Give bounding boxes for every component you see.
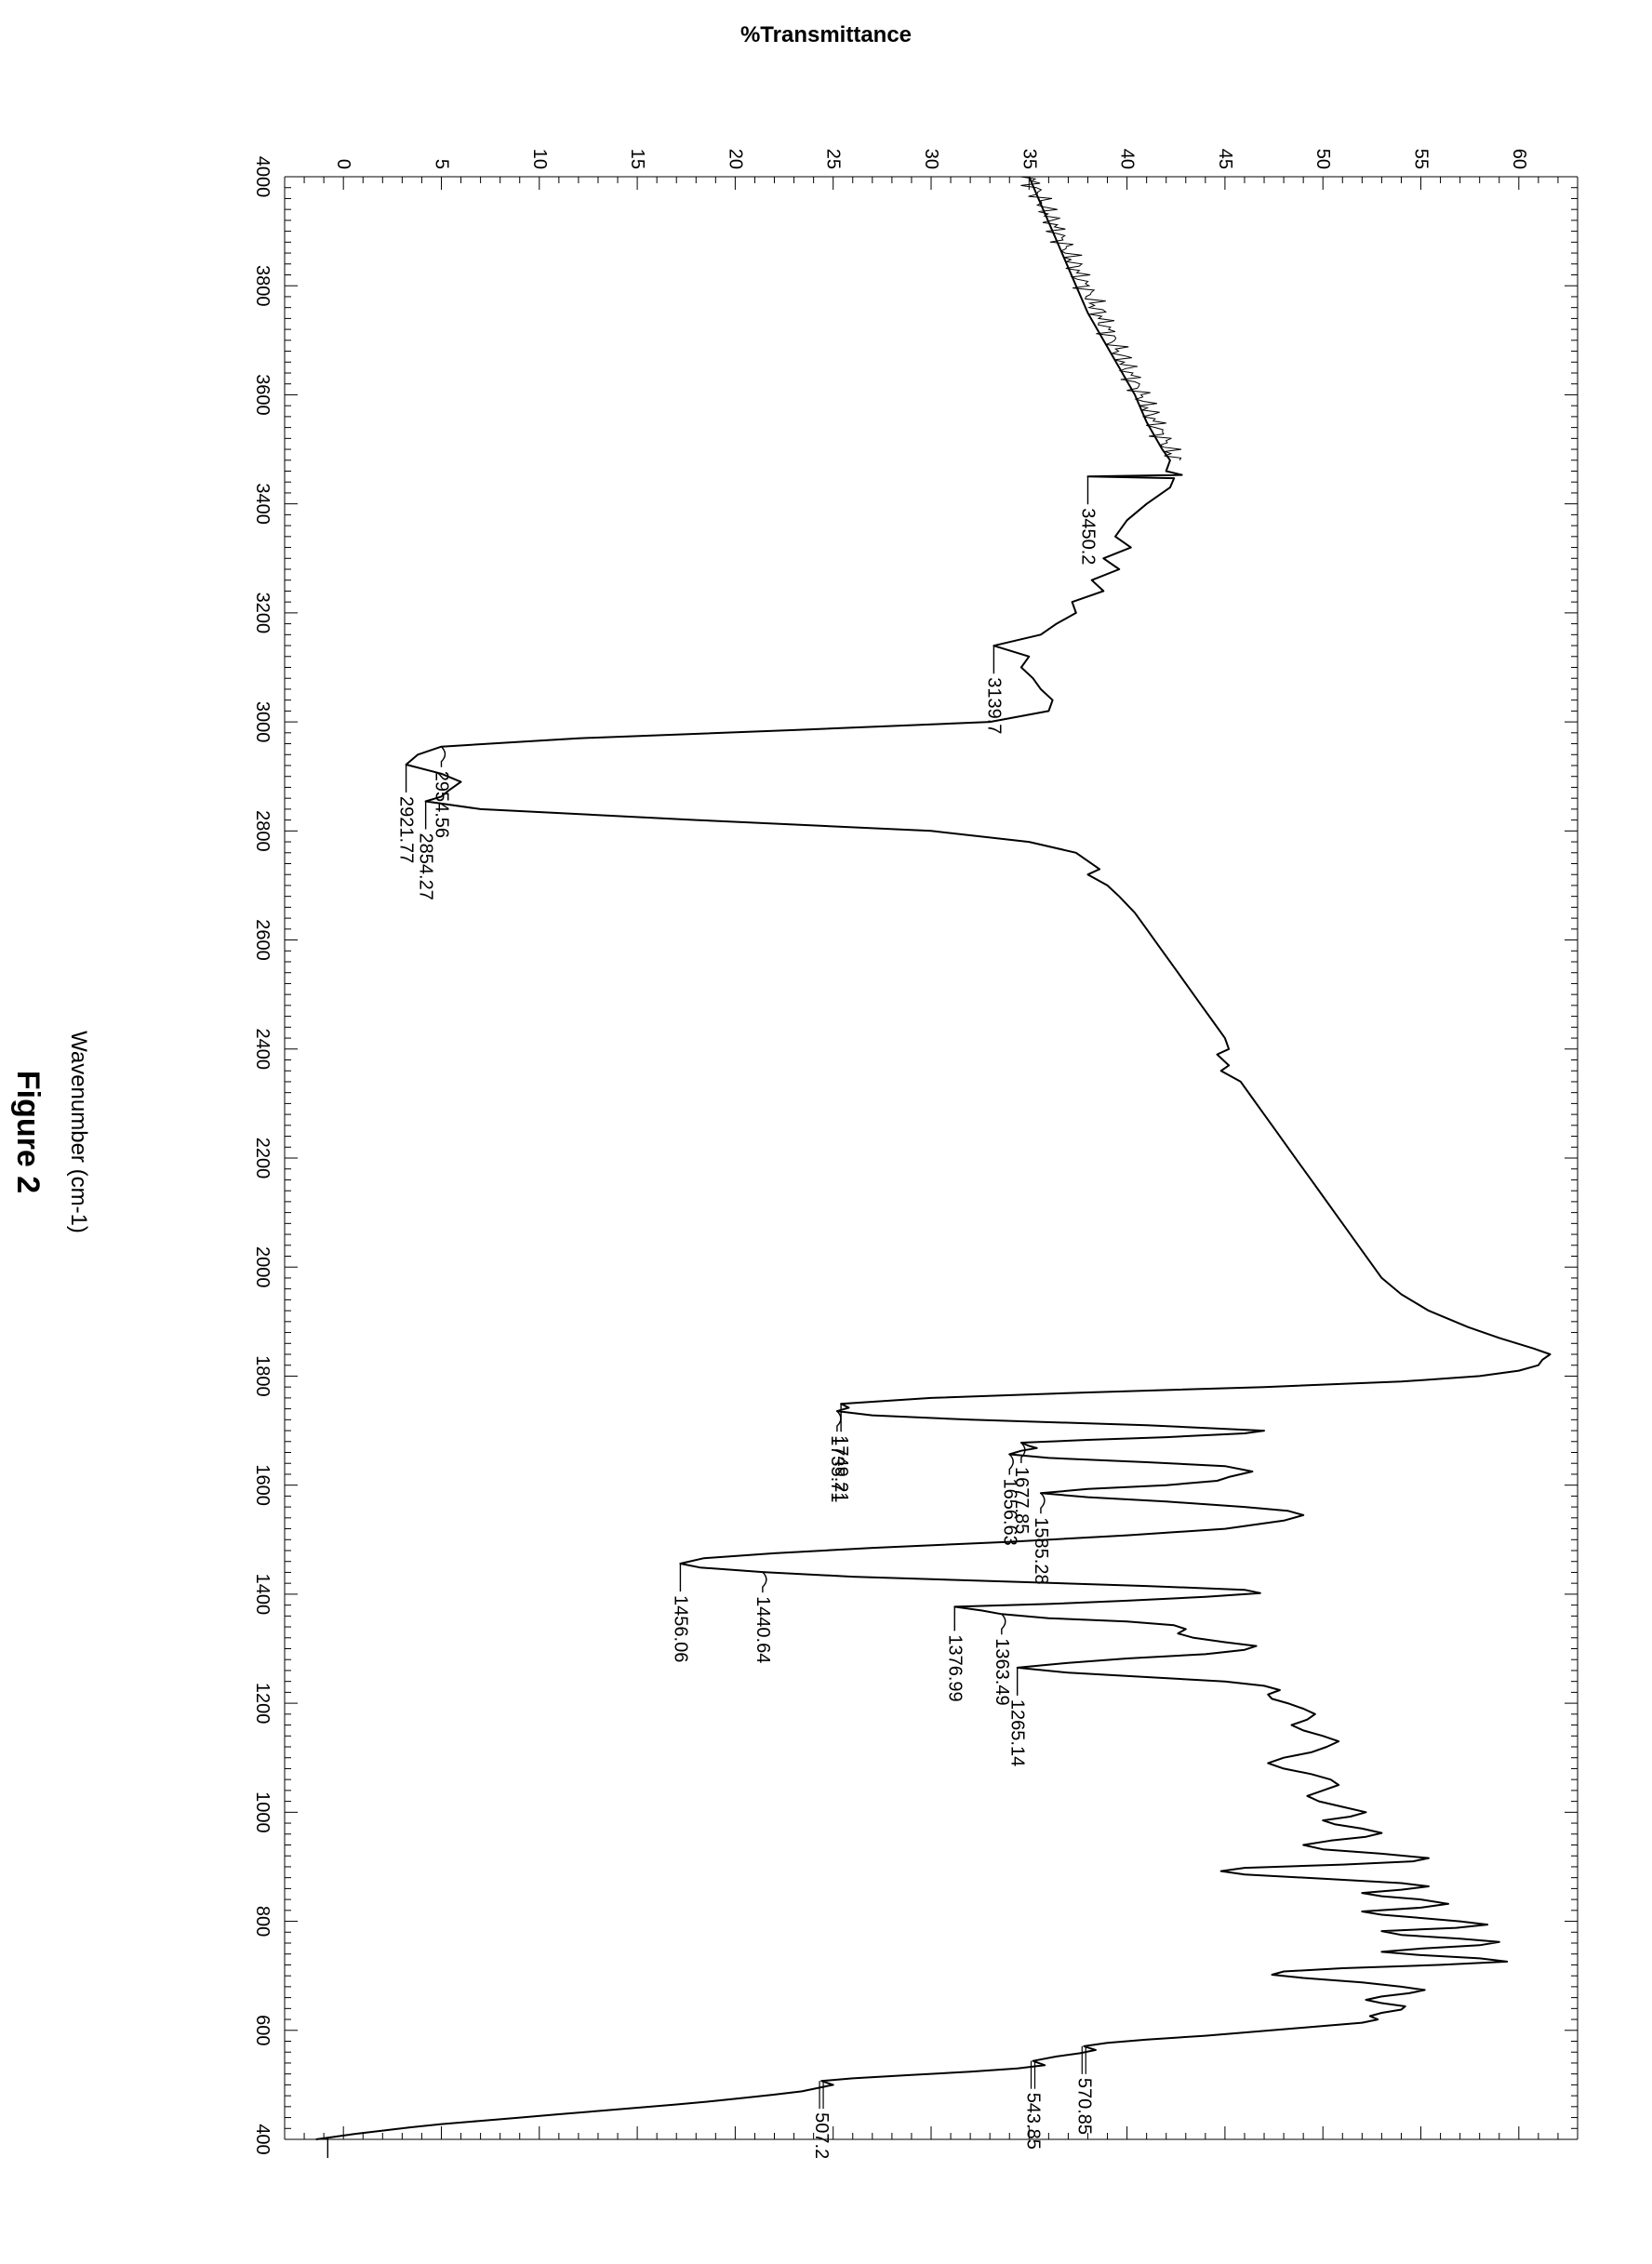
x-tick-label: 2600 [252, 919, 273, 961]
spectrum-trace [316, 177, 1551, 2139]
x-tick-label: 2200 [252, 1138, 273, 1179]
y-tick-label: 0 [333, 159, 353, 169]
x-tick-label: 800 [252, 1906, 273, 1937]
x-tick-label: 1200 [252, 1683, 273, 1725]
peak-label: 2921.77 [396, 796, 417, 863]
y-tick-label: 30 [921, 149, 941, 169]
y-tick-label: 25 [823, 149, 844, 169]
x-tick-label: 1800 [252, 1355, 273, 1397]
x-tick-label: 2800 [252, 810, 273, 852]
peak-label: 3450.2 [1077, 508, 1098, 565]
x-tick-label: 4000 [252, 156, 273, 198]
peak-label: 1376.99 [944, 1634, 965, 1701]
peak-label: 570.85 [1073, 2078, 1094, 2135]
peak-label: 1440.64 [753, 1596, 773, 1663]
x-tick-label: 2400 [252, 1029, 273, 1071]
y-tick-label: 55 [1411, 149, 1432, 169]
x-tick-label: 3800 [252, 265, 273, 307]
peak-label: 1656.63 [999, 1478, 1019, 1545]
x-tick-label: 3600 [252, 374, 273, 416]
peak-label: 543.85 [1023, 2093, 1044, 2150]
x-tick-label: 1400 [252, 1574, 273, 1616]
y-tick-label: 10 [529, 149, 550, 169]
y-tick-label: 15 [627, 149, 647, 169]
peak-label: 1585.28 [1031, 1517, 1051, 1584]
peak-label: 1456.06 [670, 1595, 690, 1662]
y-tick-label: 50 [1312, 149, 1333, 169]
page-root: 4006008001000120014001600180020002200240… [0, 0, 1652, 2264]
ir-spectrum-chart: 4006008001000120014001600180020002200240… [201, 112, 1596, 2158]
y-tick-label: 45 [1215, 149, 1235, 169]
peak-label: 3139.7 [983, 677, 1004, 734]
peak-label: 1735.71 [827, 1435, 847, 1502]
y-tick-label: 60 [1509, 149, 1529, 169]
figure-caption: Figure 2 [9, 1071, 46, 1193]
x-tick-label: 3400 [252, 483, 273, 525]
x-tick-label: 3000 [252, 701, 273, 743]
y-tick-label: 5 [431, 159, 451, 169]
peak-label: 1265.14 [1007, 1699, 1028, 1766]
rotated-canvas: 4006008001000120014001600180020002200240… [0, 0, 1652, 2264]
y-tick-label: 20 [725, 149, 745, 169]
x-axis-label: Wavenumber (cm-1) [65, 1031, 91, 1233]
peak-label: 2954.56 [431, 771, 451, 838]
x-tick-label: 1000 [252, 1791, 273, 1833]
chart-svg: 4006008001000120014001600180020002200240… [201, 112, 1596, 2158]
x-tick-label: 3200 [252, 593, 273, 634]
x-tick-label: 400 [252, 2124, 273, 2154]
y-tick-label: 40 [1117, 149, 1138, 169]
peak-label: 2854.27 [416, 833, 436, 900]
x-tick-label: 600 [252, 2015, 273, 2045]
y-tick-label: 35 [1019, 149, 1039, 169]
x-tick-label: 2000 [252, 1246, 273, 1288]
x-tick-label: 1600 [252, 1464, 273, 1506]
peak-label: 507.21 [811, 2112, 832, 2158]
y-axis-label: %Transmittance [740, 22, 912, 48]
peak-label: 1363.49 [992, 1638, 1012, 1705]
